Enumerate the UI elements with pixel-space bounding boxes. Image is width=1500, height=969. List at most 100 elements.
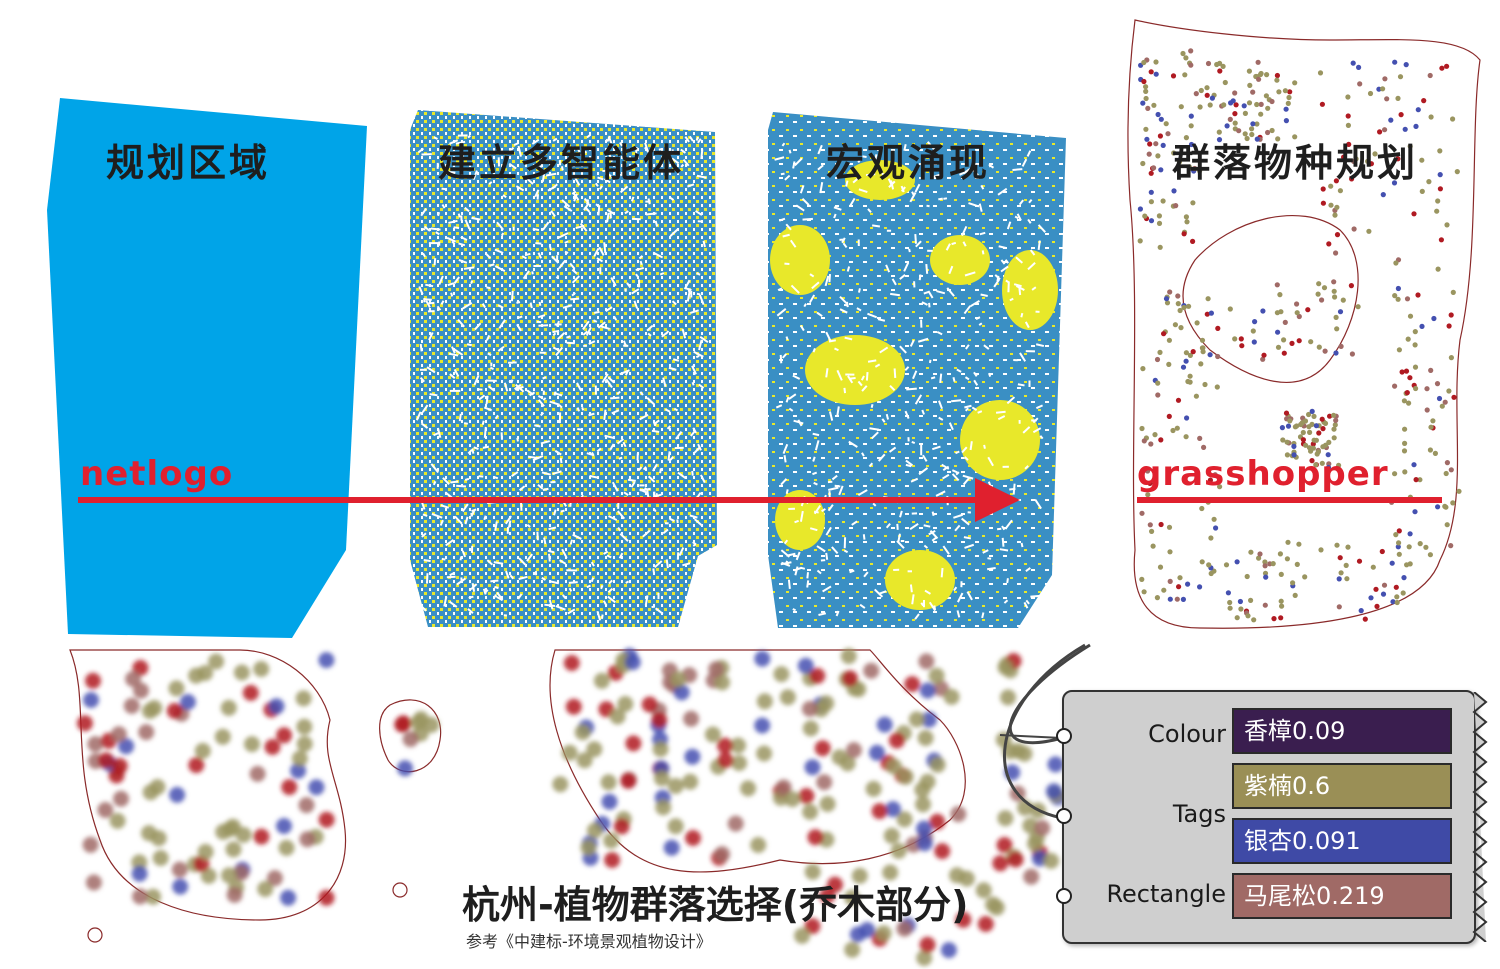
agent-mark <box>964 456 969 461</box>
tree-dot-detail <box>152 850 169 866</box>
tree-dot <box>1285 100 1291 106</box>
agent-mark <box>800 566 806 570</box>
agent-mark <box>570 297 580 301</box>
gh-tag-swatch[interactable]: 香樟0.09 <box>1232 708 1452 754</box>
tree-dot <box>1270 561 1276 567</box>
agent-mark <box>560 509 565 513</box>
agent-mark <box>481 420 485 425</box>
agent-mark <box>542 487 549 491</box>
agent-mark <box>692 541 697 546</box>
agent-mark <box>500 432 503 440</box>
tree-dot <box>1305 307 1311 313</box>
agent-mark <box>926 204 930 208</box>
agent-mark <box>897 533 901 542</box>
tree-dot <box>1199 337 1206 343</box>
agent-mark <box>1035 310 1040 313</box>
agent-mark <box>994 274 1001 281</box>
agent-mark <box>552 346 560 352</box>
tree-dot <box>1318 149 1324 155</box>
tree-dot <box>1370 564 1376 570</box>
tree-dot <box>1147 141 1153 147</box>
agent-mark <box>1035 343 1045 348</box>
tree-dot <box>1275 344 1282 350</box>
tree-dot-detail <box>109 812 126 829</box>
tree-dot <box>1310 445 1316 451</box>
tree-dot-detail <box>929 756 946 773</box>
agent-mark <box>1027 262 1036 271</box>
tree-dot <box>1165 131 1171 137</box>
agent-mark <box>669 517 675 522</box>
tree-dot-detail <box>413 711 429 727</box>
gh-port-rectangle[interactable] <box>1056 888 1072 904</box>
agent-mark <box>669 197 675 201</box>
tree-dot <box>1269 98 1275 105</box>
tree-dot-detail <box>801 700 818 717</box>
agent-mark <box>441 187 447 191</box>
agent-mark <box>697 443 702 451</box>
agent-mark <box>555 605 566 611</box>
gh-tag-swatch[interactable]: 马尾松0.219 <box>1232 873 1452 919</box>
agent-mark <box>1015 256 1024 264</box>
tree-dot-detail <box>888 732 905 749</box>
agent-mark <box>857 239 860 247</box>
agent-mark <box>542 221 550 231</box>
tree-dot <box>1230 98 1236 104</box>
agent-mark <box>471 583 476 592</box>
agent-mark <box>618 552 624 559</box>
tree-dot <box>1306 411 1312 418</box>
tree-dot <box>1151 102 1157 108</box>
agent-mark <box>473 446 479 450</box>
tree-dot-detail <box>670 671 687 688</box>
agent-mark <box>825 552 829 560</box>
agent-mark <box>654 220 659 227</box>
gh-tag-swatch[interactable]: 银杏0.091 <box>1232 818 1452 864</box>
agent-mark <box>518 575 528 580</box>
tree-dot <box>1332 212 1338 218</box>
agent-mark <box>647 332 652 337</box>
tree-dot <box>1393 532 1399 538</box>
agent-mark <box>664 522 669 525</box>
agent-mark <box>488 181 493 185</box>
agent-mark <box>846 266 851 272</box>
agent-mark <box>697 220 702 223</box>
grasshopper-component[interactable]: Colour Tags Rectangle 香樟0.09 紫楠0.6 银杏0.0… <box>1056 690 1488 944</box>
tree-dot <box>1148 189 1154 195</box>
agent-mark <box>853 171 857 176</box>
agent-map-emergent <box>768 112 1066 628</box>
agent-mark <box>606 554 612 559</box>
agent-mark <box>583 197 590 204</box>
tree-dot-detail <box>601 793 618 810</box>
agent-mark <box>448 352 459 357</box>
tree-dot <box>1213 525 1219 531</box>
agent-mark <box>877 318 886 322</box>
tree-dot <box>1406 544 1412 550</box>
agent-mark <box>689 514 698 519</box>
agent-mark <box>885 413 890 420</box>
agent-mark <box>460 215 463 221</box>
agent-mark <box>536 194 539 200</box>
agent-mark <box>964 543 975 549</box>
tree-dot-detail <box>997 659 1014 676</box>
gh-tag-swatch[interactable]: 紫楠0.6 <box>1232 763 1452 809</box>
tree-dot <box>1333 350 1339 356</box>
gh-port-tags[interactable] <box>1056 808 1072 824</box>
tree-dot <box>1430 418 1436 424</box>
agent-mark <box>861 452 865 457</box>
gh-port-colour[interactable] <box>1056 728 1072 744</box>
tree-dot <box>1294 301 1300 307</box>
tree-dot <box>1368 595 1374 601</box>
agent-mark <box>1005 279 1010 284</box>
tree-dot <box>1153 141 1159 147</box>
tree-dot-detail <box>308 779 325 796</box>
agent-mark <box>782 443 789 454</box>
agent-mark <box>460 577 463 581</box>
tree-dot <box>1238 606 1244 612</box>
tree-dot-detail <box>708 661 725 678</box>
agent-mark <box>544 603 556 607</box>
tree-dot <box>1394 594 1400 600</box>
tree-dot-detail <box>717 752 734 769</box>
agent-mark <box>845 180 849 187</box>
agent-mark <box>881 172 886 177</box>
tree-dot-detail <box>1007 851 1024 868</box>
agent-mark <box>571 275 580 284</box>
